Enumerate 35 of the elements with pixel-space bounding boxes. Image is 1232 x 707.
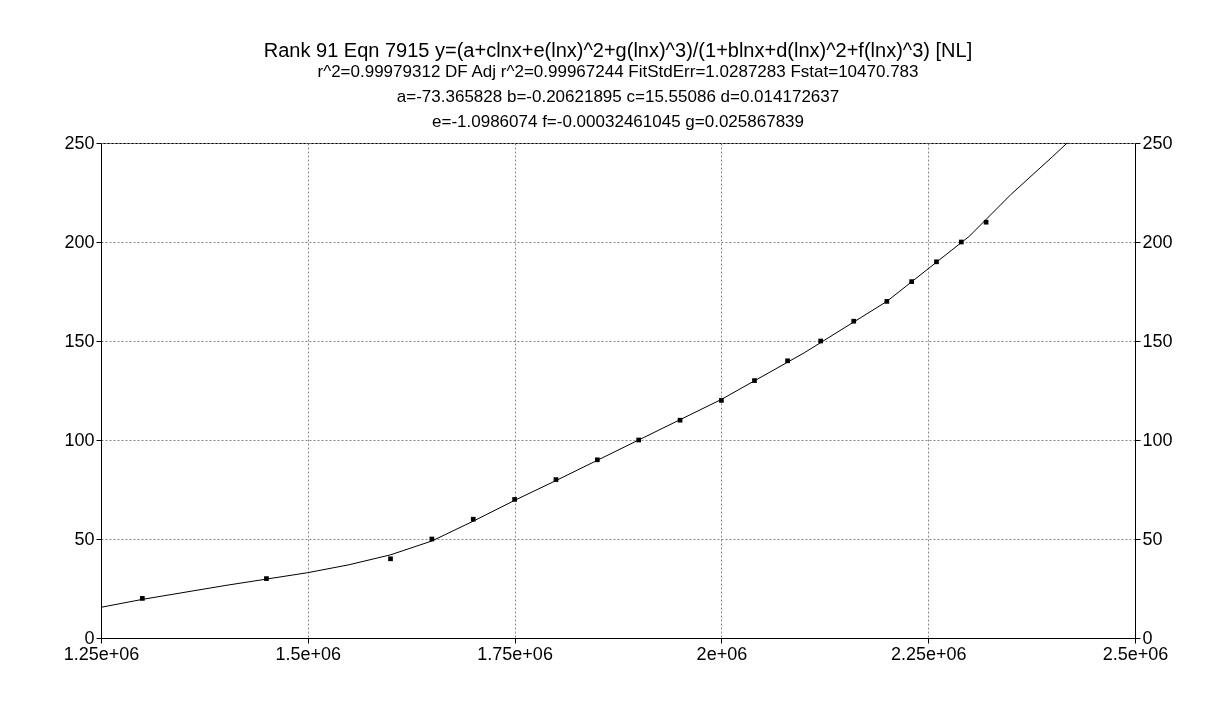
- point: [140, 596, 145, 601]
- y-tick-label: 150: [64, 330, 95, 351]
- point: [388, 556, 393, 562]
- y2-tick-label: 50: [1142, 528, 1163, 549]
- point: [958, 239, 964, 245]
- x-tick-label: 2.25e+06: [890, 643, 967, 664]
- y-tick-label: 50: [74, 528, 95, 549]
- point: [264, 576, 269, 581]
- point: [785, 358, 790, 364]
- point: [719, 398, 724, 403]
- point: [884, 299, 890, 304]
- point: [752, 378, 757, 383]
- point: [636, 437, 642, 443]
- y-tick-label: 250: [64, 132, 95, 153]
- y-tick-label: 100: [64, 429, 95, 450]
- x-tick-label: 1.75e+06: [477, 643, 553, 664]
- point: [512, 497, 517, 502]
- point: [470, 516, 476, 522]
- point: [553, 477, 559, 482]
- y2-tick-label: 250: [1142, 132, 1173, 153]
- point: [934, 259, 939, 265]
- point: [909, 279, 914, 284]
- point: [594, 457, 600, 463]
- chart-subtitle: r^2=0.99979312 DF Adj r^2=0.99967244 FitStdErr=1.0287283 Fstat=10470.783 a=-73.365828 b=-0.20621895 c=15.55086 d=0.014172637 e=-1.0986074 f=-0.00032461045 g=0.025867839: [317, 62, 919, 131]
- point: [818, 338, 824, 344]
- point: [983, 219, 989, 225]
- y2-tick-label: 150: [1142, 330, 1173, 351]
- y-tick-label: 200: [64, 231, 95, 252]
- y2-tick-label: 100: [1142, 429, 1173, 450]
- x-tick-label: 2e+06: [696, 643, 748, 664]
- x-tick-label: 1.5e+06: [275, 643, 342, 664]
- point: [677, 417, 683, 423]
- y2-tick-label: 200: [1142, 231, 1173, 252]
- chart-title: Rank 91 Eqn 7915 y=(a+clnx+e(lnx)^2+g(lnx)^3)/(1+blnx+d(lnx)^2+f(lnx)^3) [NL]: [263, 39, 973, 61]
- point: [851, 318, 857, 324]
